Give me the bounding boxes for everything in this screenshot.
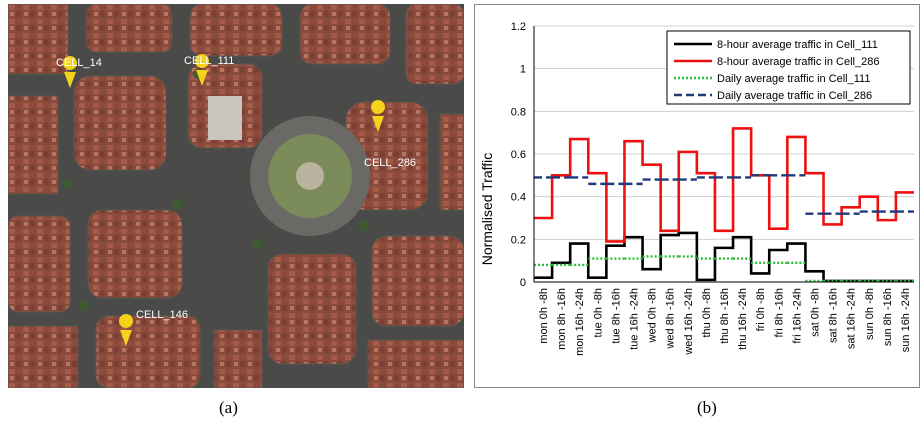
y-tick-label: 0 [520, 277, 526, 289]
aerial-map: CELL_14 CELL_111 CELL_286 CELL_146 [8, 4, 464, 388]
marker-cell-111[interactable]: CELL_111 [184, 54, 234, 86]
x-tick-label: sat 0h -8h [809, 288, 821, 337]
legend-entry: Daily average traffic in Cell_111 [717, 73, 870, 85]
series-line [534, 231, 914, 283]
x-tick-label: fri 8h -16h [773, 288, 785, 338]
x-tick-label: fri 0h -8h [755, 288, 767, 331]
map-pin-icon [119, 314, 134, 346]
x-tick-label: wed 8h -16h [665, 288, 677, 350]
y-tick-label: 0.4 [511, 192, 526, 204]
caption-b: (b) [697, 398, 717, 417]
marker-cell-286[interactable]: CELL_286 [364, 100, 416, 169]
y-axis-label: Normalised Traffic [479, 153, 495, 266]
y-tick-label: 0.2 [511, 234, 526, 246]
series-line [534, 127, 914, 243]
marker-label: CELL_111 [184, 55, 234, 67]
series-line [534, 255, 914, 283]
y-tick-labels: 0 0.2 0.4 0.6 0.8 1 1.2 [511, 21, 526, 289]
map-pin-icon [63, 56, 78, 88]
plaza [250, 116, 370, 236]
legend: 8-hour average traffic in Cell_111 8-hour… [666, 30, 911, 105]
marker-label: CELL_146 [136, 309, 188, 321]
x-tick-label: sat 16h -24h [846, 288, 858, 349]
traffic-chart: Normalised Traffic 0 0.2 0.4 0.6 0.8 1 1.2 mon… [474, 4, 920, 388]
city-blocks [8, 4, 464, 388]
x-tick-label: mon 0h -8h [538, 288, 550, 344]
x-tick-label: tue 8h -16h [610, 288, 622, 344]
x-tick-label: tue 16h -24h [629, 288, 641, 350]
y-tick-label: 0.8 [511, 106, 526, 118]
x-tick-label: mon 16h -24h [574, 288, 586, 356]
legend-entry: Daily average traffic in Cell_286 [717, 90, 872, 102]
x-tick-label: sun 16h -24h [900, 288, 912, 352]
x-tick-label: wed 16h -24h [683, 288, 695, 356]
x-tick-label: sun 8h -16h [882, 288, 894, 346]
x-tick-labels: mon 0h -8h mon 8h -16h mon 16h -24h tue 0h … [538, 288, 912, 356]
marker-cell-14[interactable]: CELL_14 [56, 56, 102, 88]
x-tick-label: thu 8h -16h [719, 288, 731, 344]
y-tick-label: 0.6 [511, 149, 526, 161]
caption-a: (a) [219, 398, 238, 417]
map-pin-icon [195, 54, 210, 86]
y-tick-label: 1 [520, 64, 526, 76]
x-tick-label: wed 0h -8h [647, 288, 659, 343]
x-tick-label: thu 0h -8h [701, 288, 713, 338]
legend-entry: 8-hour average traffic in Cell_286 [717, 56, 879, 68]
legend-entry: 8-hour average traffic in Cell_111 [717, 39, 878, 51]
x-tick-label: sun 0h -8h [864, 288, 876, 340]
x-tick-label: thu 16h -24h [737, 288, 749, 350]
x-tick-label: fri 16h -24h [791, 288, 803, 344]
x-tick-label: mon 8h -16h [556, 288, 568, 350]
marker-label: CELL_286 [364, 157, 416, 169]
map-pin-icon [371, 100, 386, 132]
courtyard-building [208, 96, 242, 140]
marker-label: CELL_14 [56, 57, 102, 69]
x-tick-label: sat 8h -16h [828, 288, 840, 343]
series-lines [534, 127, 914, 283]
marker-cell-146[interactable]: CELL_146 [119, 309, 188, 346]
y-tick-label: 1.2 [511, 21, 526, 33]
x-tick-label: tue 0h -8h [592, 288, 604, 338]
